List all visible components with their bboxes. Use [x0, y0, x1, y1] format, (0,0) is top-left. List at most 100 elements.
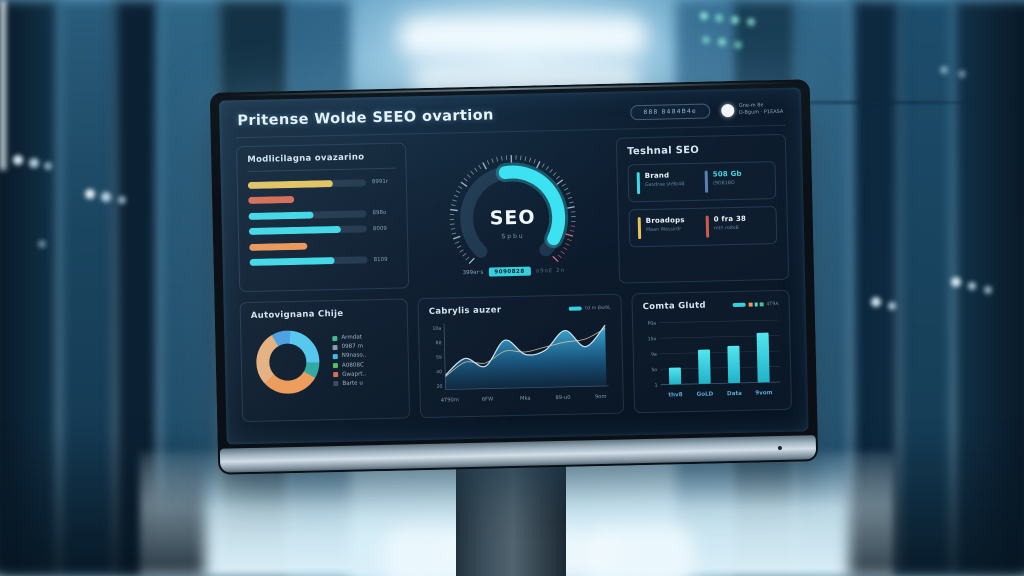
svg-text:89-u0: 89-u0: [555, 395, 570, 401]
gauge-caption-right: a9oE 2n: [535, 267, 566, 275]
tech-cards: Brand Gasdrae sh9b4B 508 Gb (9O81BO Broadops…: [627, 161, 778, 248]
tech-metric-text: 508 Gb (9O81BO: [713, 170, 743, 193]
tech-metric-accent: [636, 172, 641, 195]
keyword-bar-track: [249, 256, 368, 266]
monitor: Pritense Wolde SEEO ovartion 888 8484B4e…: [209, 79, 819, 475]
keyword-bar-value: [373, 244, 397, 245]
legend-swatch: [754, 302, 758, 307]
tech-metric-title: Broadops: [645, 216, 685, 225]
donut-legend-item: Gwaprt..: [333, 371, 367, 378]
share-donut-chart: [256, 330, 320, 394]
donut-body: Armdat 0987 m N9naso.. A0808C Gwaprt.. Barte …: [251, 324, 399, 399]
svg-text:GoLD: GoLD: [697, 392, 714, 398]
keyword-bar-fill: [248, 211, 314, 220]
legend-swatch: [748, 302, 753, 307]
page-title: Pritense Wolde SEEO ovartion: [237, 107, 494, 130]
keyword-bar-row: 8109: [249, 255, 398, 266]
area-panel: Cabrylis auzer td m Bw9L 10a 80 59 40 20 4T90…: [417, 293, 625, 419]
seo-dashboard: Pritense Wolde SEEO ovartion 888 8484B4e…: [219, 87, 809, 444]
legend-swatch: [332, 353, 338, 360]
keyword-bars: 8991r 898o 8009 8109: [247, 178, 398, 267]
keyword-bar-row: [249, 240, 397, 251]
legend-label: 0987 m: [341, 343, 364, 351]
keyword-bar-fill: [248, 225, 341, 236]
keyword-bar-row: 8991r: [247, 178, 396, 189]
keyword-bar-track: [248, 194, 366, 205]
bars-panel: Comta Glutd 4T9A P0a 15u 9a 5o 1 thv8 GoLD Data…: [631, 289, 793, 414]
keyword-bar-row: [248, 193, 396, 205]
legend-label: Barte u: [342, 380, 363, 387]
svg-text:5o: 5o: [651, 367, 657, 373]
tech-metric-text: Broadops Maan Wassirdr: [646, 216, 685, 239]
legend-swatch: [333, 372, 339, 378]
tech-metric-title: 0 fra 38: [713, 214, 747, 224]
bars-legend-squares: [748, 302, 764, 307]
bars-panel-title: Comta Glutd: [642, 300, 706, 313]
svg-text:Mka: Mka: [520, 396, 531, 402]
keyword-panel: Modlicilagna ovazarino 8991r 898o 8009 8109: [235, 142, 410, 293]
avatar-text: Gne-m 8e D-Bgum · P1EASA: [739, 102, 784, 117]
content-bars-chart: P0a 15u 9a 5o 1 thv8 GoLD Data 9vom: [648, 319, 781, 399]
svg-text:15u: 15u: [648, 336, 657, 342]
area-panel-title: Cabrylis auzer: [428, 305, 502, 317]
keyword-panel-title: Modlicilagna ovazarino: [247, 152, 365, 166]
donut-panel: Autovignana Chije Armdat 0987 m N9naso.. A0…: [239, 298, 411, 423]
donut-legend: Armdat 0987 m N9naso.. A0808C Gwaprt.. Barte …: [332, 334, 367, 387]
user-account[interactable]: Gne-m 8e D-Bgum · P1EASA: [720, 102, 784, 117]
avatar: [720, 103, 735, 117]
svg-text:4T90m: 4T90m: [441, 397, 459, 403]
donut-panel-title: Autovignana Chije: [250, 308, 344, 321]
tech-metric-subtitle: Gasdrae sh9b4B: [644, 181, 685, 188]
ceiling-light-upper: [398, 16, 648, 58]
edge-highlight: [0, 0, 6, 170]
keyword-bar-fill: [247, 179, 333, 189]
keyword-bar-track: [248, 225, 367, 236]
bars-panel-head: Comta Glutd 4T9A: [643, 299, 779, 312]
svg-text:Data: Data: [727, 391, 742, 397]
tech-metric-accent: [704, 170, 709, 193]
area-legend-pill: [569, 306, 583, 311]
keyword-bar-track: [247, 178, 366, 189]
svg-text:6FW: 6FW: [482, 397, 494, 403]
technical-seo-title: Teshnal SEO: [627, 144, 700, 158]
keyword-bar-fill: [249, 242, 308, 251]
dashboard-header: Pritense Wolde SEEO ovartion 888 8484B4e…: [235, 97, 786, 139]
tech-metric: 0 fra 38 mtn ro8sB: [705, 214, 768, 238]
seo-gauge-chart: SEO Spbu: [449, 155, 576, 265]
bottom-row: Autovignana Chije Armdat 0987 m N9naso.. A0…: [239, 289, 793, 423]
tech-metric-accent: [705, 215, 710, 238]
bars-legend: 4T9A: [732, 301, 779, 308]
technical-seo-panel: Teshnal SEO Brand Gasdrae sh9b4B 508 Gb (9O…: [615, 133, 790, 284]
svg-text:10a: 10a: [432, 326, 441, 332]
header-pill-button[interactable]: 888 8484B4e: [630, 103, 711, 120]
donut-legend-item: Armdat: [332, 334, 366, 341]
donut-legend-item: Barte u: [333, 380, 367, 387]
svg-text:9vom: 9vom: [755, 390, 773, 396]
corner-shadow-left: [0, 426, 205, 576]
svg-text:59: 59: [436, 355, 442, 361]
donut-legend-item: 0987 m: [332, 344, 366, 351]
bars-legend-text: 4T9A: [766, 301, 779, 307]
keyword-bar-track: [249, 241, 367, 251]
tech-metric-accent: [637, 217, 642, 240]
top-row: Modlicilagna ovazarino 8991r 898o 8009 8109…: [235, 133, 790, 293]
legend-swatch: [333, 381, 339, 387]
keyword-bar-fill: [248, 195, 295, 205]
led-lights-right: [0, 0, 8, 8]
gauge-caption-left: 399ar·s: [462, 269, 484, 276]
svg-text:9a: 9a: [651, 352, 657, 358]
tech-card: Brand Gasdrae sh9b4B 508 Gb (9O81BO: [627, 161, 777, 203]
avatar-line2: D-Bgum · P1EASA: [738, 108, 784, 116]
keyword-bar-value: 8991r: [371, 178, 389, 186]
tech-metric-subtitle: mtn ro8sB: [713, 225, 739, 231]
traffic-area-chart: 10a 80 59 40 20 4T90m 6FW Mka 89-u0 9om: [432, 323, 609, 404]
keyword-bar-fill: [249, 257, 335, 266]
legend-label: A0808C: [341, 362, 364, 369]
legend-swatch: [332, 335, 338, 341]
svg-text:thv8: thv8: [668, 392, 682, 398]
legend-swatch: [332, 344, 338, 350]
tech-metric: Brand Gasdrae sh9b4B: [636, 171, 699, 195]
legend-swatch: [759, 302, 764, 307]
divider: [247, 167, 396, 173]
